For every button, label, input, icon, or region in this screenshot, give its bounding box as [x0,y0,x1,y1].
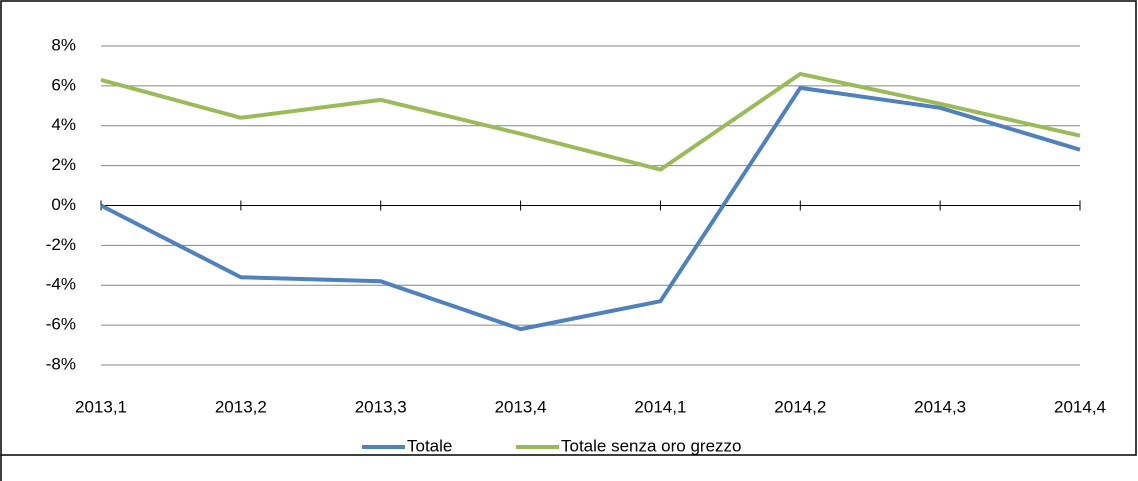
y-tick-label: -8% [46,354,76,373]
y-tick-label: -6% [46,315,76,334]
x-tick-label: 2013,4 [495,397,547,416]
y-tick-label: 4% [51,115,76,134]
x-tick-label: 2013,2 [215,397,267,416]
series-line [100,71,1081,172]
y-tick-label: 6% [51,75,76,94]
chart-frame [0,0,1137,456]
series-line [100,85,1081,332]
x-tick-label: 2013,3 [355,397,407,416]
legend-label: Totale [407,436,452,455]
y-tick-label: 2% [51,155,76,174]
y-tick-label: -4% [46,275,76,294]
x-tick-label: 2013,1 [75,397,127,416]
y-tick-label: -2% [46,235,76,254]
y-tick-label: 8% [51,35,76,54]
legend-label: Totale senza oro grezzo [561,436,742,455]
x-tick-label: 2014,3 [914,397,966,416]
y-tick-label: 0% [51,195,76,214]
x-tick-label: 2014,2 [774,397,826,416]
x-tick-label: 2014,4 [1054,397,1106,416]
x-tick-label: 2014,1 [634,397,686,416]
